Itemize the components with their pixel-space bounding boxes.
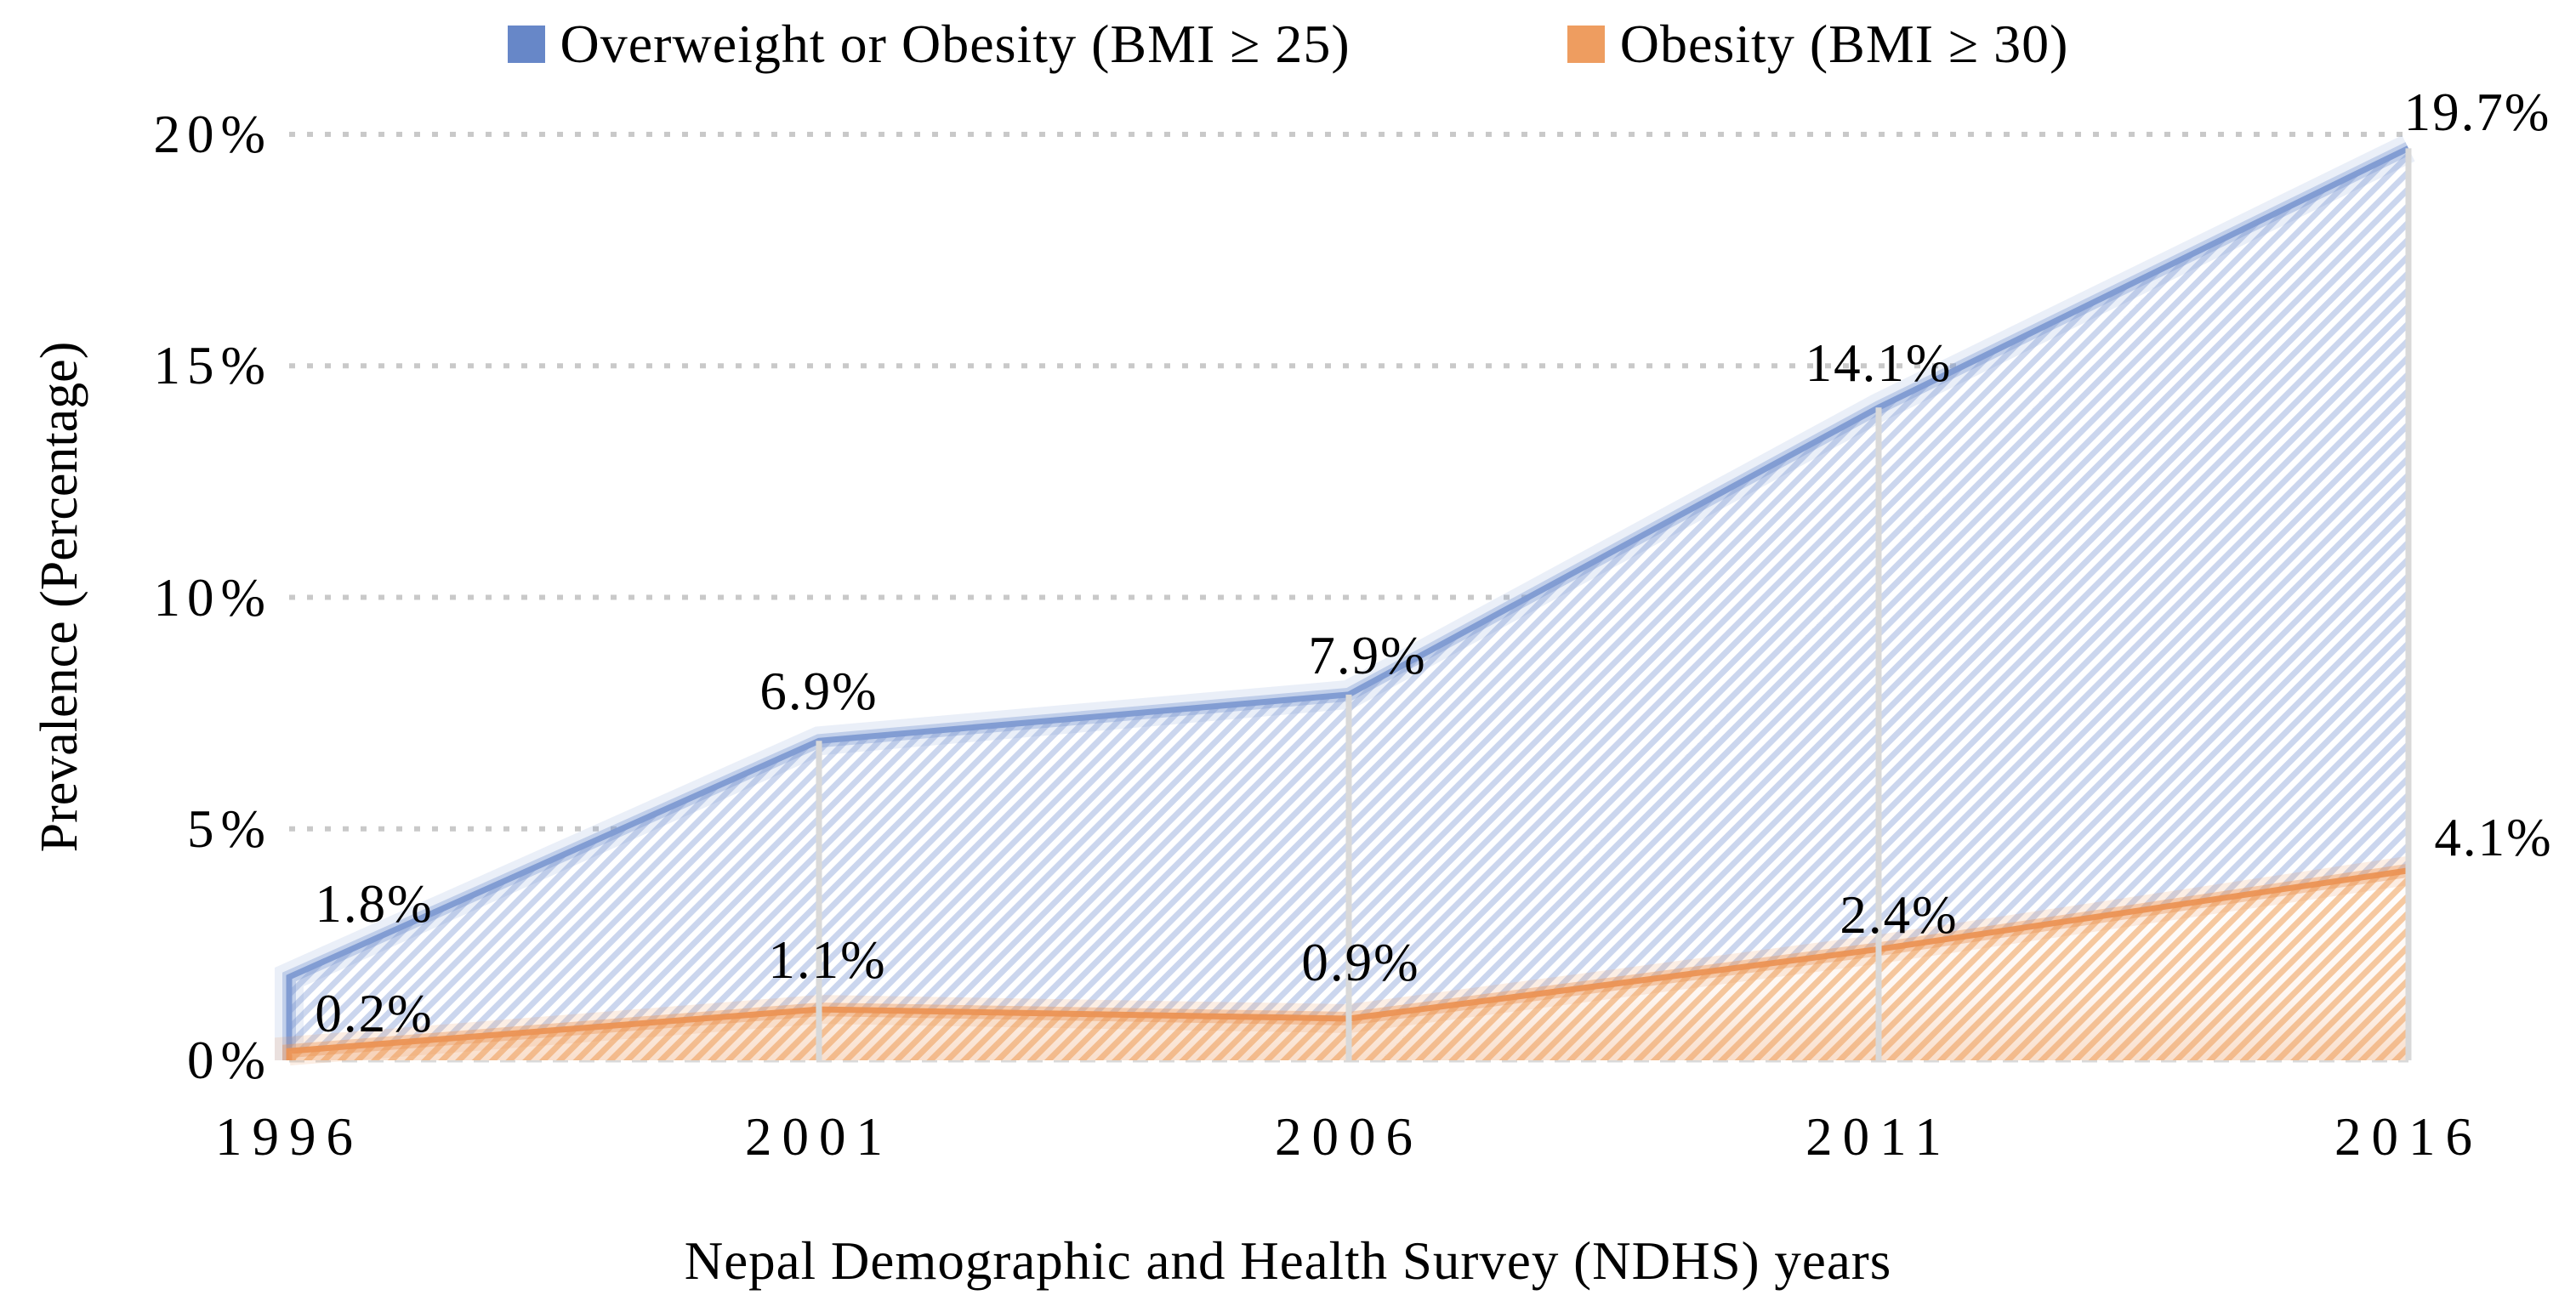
x-tick-1996: 1996 [215,1107,363,1167]
legend-item-1: Obesity (BMI ≥ 30) [1567,17,2069,71]
area-edge [286,145,2410,1060]
legend-item-0: Overweight or Obesity (BMI ≥ 25) [507,14,1351,74]
data-label-bmi30-2001: 1.1% [768,930,887,991]
y-tick-0%: 0% [187,1031,272,1090]
x-axis-title: Nepal Demographic and Health Survey (NDH… [684,1231,1892,1291]
data-label-bmi30-1996: 0.2% [315,984,434,1044]
data-label-bmi30-2016: 4.1% [2434,807,2553,867]
data-label-bmi25-1996: 1.8% [315,873,434,934]
legend-swatch-icon [507,26,545,63]
legend: Overweight or Obesity (BMI ≥ 25) Obesity … [0,17,2576,71]
x-tick-2011: 2011 [1805,1107,1952,1167]
data-label-bmi25-2001: 6.9% [759,662,879,722]
data-label-bmi30-2011: 2.4% [1840,885,1959,946]
data-label-bmi25-2011: 14.1% [1805,333,1953,394]
area-edge [286,867,2409,1060]
x-tick-2016: 2016 [2334,1107,2482,1167]
y-tick-5%: 5% [187,798,272,859]
data-label-bmi30-2006: 0.9% [1301,932,1420,992]
legend-label: Overweight or Obesity (BMI ≥ 25) [560,14,1351,74]
y-tick-15%: 15% [153,336,272,396]
x-tick-2006: 2006 [1275,1107,1423,1167]
legend-label: Obesity (BMI ≥ 30) [1619,14,2069,74]
y-tick-20%: 20% [153,105,272,164]
data-label-bmi25-2016: 19.7% [2403,82,2551,143]
x-tick-2001: 2001 [745,1107,893,1167]
legend-swatch-icon [1567,26,1605,63]
data-label-bmi25-2006: 7.9% [1308,625,1427,685]
y-tick-10%: 10% [153,567,272,628]
